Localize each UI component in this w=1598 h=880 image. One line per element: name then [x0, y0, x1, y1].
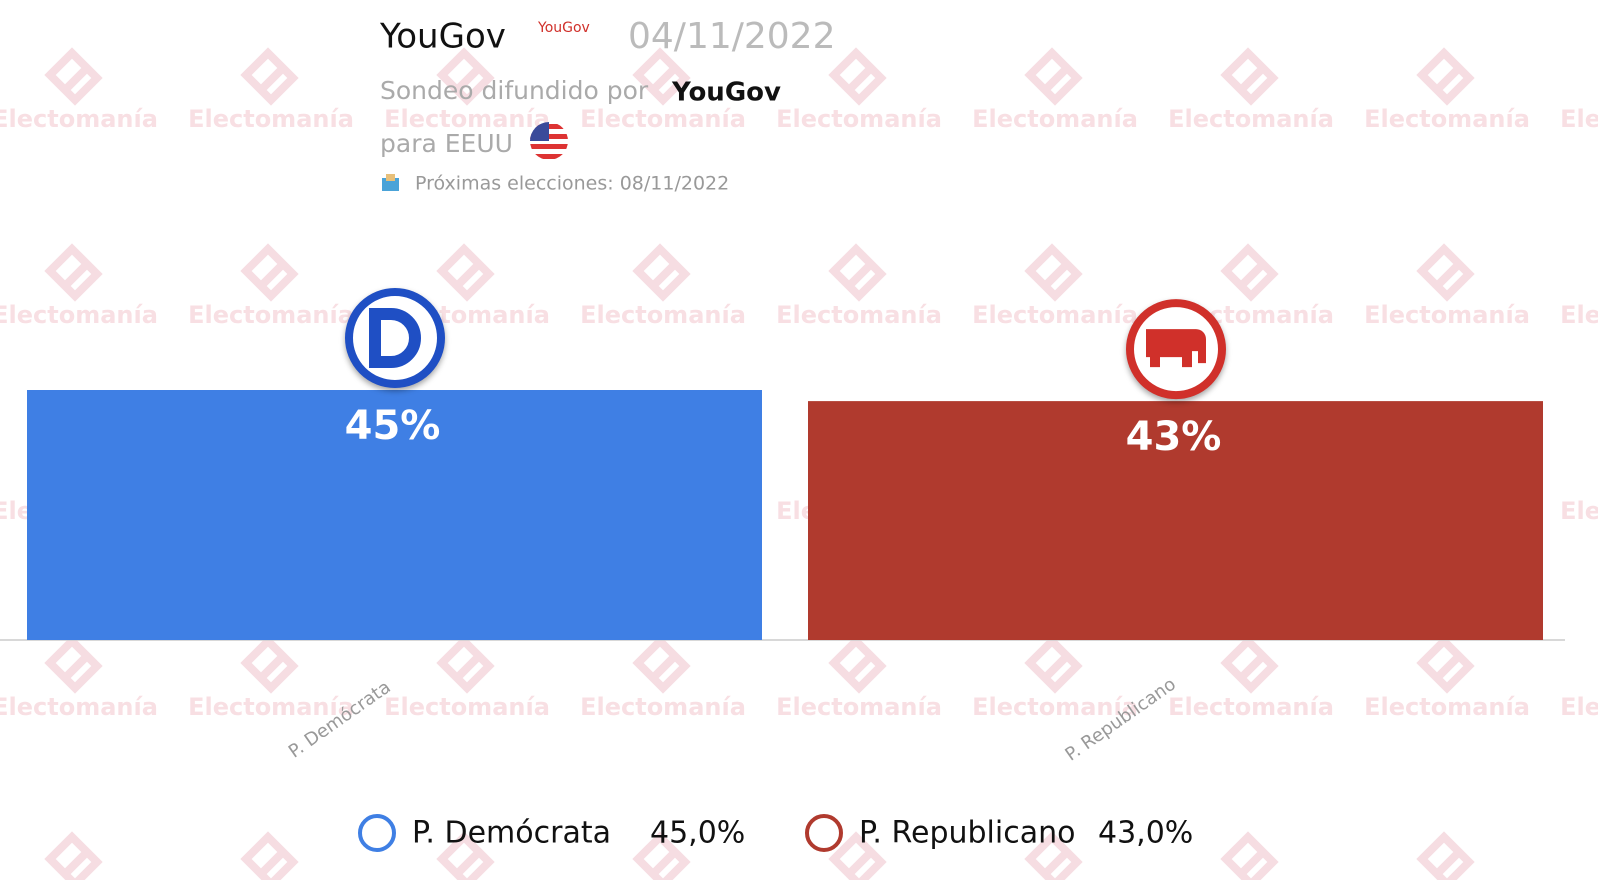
legend-value: 45,0% — [650, 816, 745, 851]
watermark-icon — [632, 635, 691, 694]
watermark-icon — [436, 47, 495, 106]
watermark-icon — [1024, 243, 1083, 302]
watermark-icon — [1024, 47, 1083, 106]
next-election: Próximas elecciones: 08/11/2022 — [415, 173, 729, 195]
party-icon-glyph — [1146, 329, 1206, 368]
watermark-icon — [1416, 243, 1475, 302]
watermark-icon — [240, 831, 299, 880]
watermark-text: Electomanía — [0, 301, 158, 329]
watermark-icon — [240, 635, 299, 694]
watermark-icon — [828, 635, 887, 694]
watermark-icon — [1416, 831, 1475, 880]
watermark-icon — [1220, 243, 1279, 302]
watermark-text: Electomanía — [1560, 105, 1598, 133]
legend-label: P. Republicano — [859, 816, 1075, 851]
pollster: YouGov — [671, 78, 781, 108]
flag-icon — [530, 122, 568, 160]
watermark-text: Electomanía — [1168, 105, 1334, 133]
watermark-icon — [1024, 831, 1083, 880]
watermark-icon — [828, 243, 887, 302]
watermark-text: Electomanía — [0, 693, 158, 721]
watermark-text: Electomanía — [1560, 497, 1598, 525]
watermark-text: Electomanía — [384, 693, 550, 721]
watermark-icon — [828, 47, 887, 106]
watermark-icon — [632, 47, 691, 106]
watermark-icon — [240, 47, 299, 106]
watermark-text: Electomanía — [972, 301, 1138, 329]
legend-value: 43,0% — [1098, 816, 1193, 851]
watermark-text: Electomanía — [580, 301, 746, 329]
legend-icon — [358, 814, 396, 852]
watermark-text: Electomanía — [1560, 693, 1598, 721]
watermark-icon — [436, 831, 495, 880]
watermark-icon — [44, 635, 103, 694]
watermark-icon — [1024, 635, 1083, 694]
ballot-icon — [382, 174, 399, 191]
watermark-icon — [44, 47, 103, 106]
watermark-icon — [436, 243, 495, 302]
region: para EEUU — [380, 129, 513, 158]
watermark-icon — [44, 831, 103, 880]
date: 04/11/2022 — [628, 16, 836, 57]
watermark-text: Electomanía — [1364, 693, 1530, 721]
watermark-text: Electomanía — [188, 301, 354, 329]
watermark-icon — [1416, 47, 1475, 106]
watermark-icon — [828, 831, 887, 880]
subtitle: Sondeo difundido por — [380, 76, 649, 105]
watermark-text: Electomanía — [972, 693, 1138, 721]
watermark-text: Electomanía — [776, 301, 942, 329]
watermark-text: Electomanía — [580, 693, 746, 721]
watermark-icon — [1220, 47, 1279, 106]
chart-title: YouGov — [379, 17, 506, 57]
watermark-text: Electomanía — [1364, 301, 1530, 329]
watermark-text: Electomanía — [1364, 105, 1530, 133]
watermark-icon — [44, 243, 103, 302]
watermark-text: Electomanía — [776, 105, 942, 133]
bar — [27, 390, 762, 640]
bar — [808, 401, 1543, 640]
watermark-icon — [1220, 831, 1279, 880]
watermark-text: Electomanía — [188, 105, 354, 133]
watermark-text: Electomanía — [1560, 301, 1598, 329]
watermark-text: Electomanía — [580, 105, 746, 133]
watermark-text: Electomanía — [1168, 693, 1334, 721]
watermark-icon — [1416, 635, 1475, 694]
legend-icon — [805, 814, 843, 852]
legend-label: P. Demócrata — [412, 816, 611, 851]
watermark-text: Electomanía — [776, 693, 942, 721]
watermark-icon — [632, 243, 691, 302]
party-icon — [345, 288, 445, 388]
watermark-icon — [436, 635, 495, 694]
watermark-text: Electomanía — [0, 105, 158, 133]
value-label: 43% — [1126, 414, 1222, 460]
watermark-icon — [632, 831, 691, 880]
watermark-text: Electomanía — [384, 105, 550, 133]
watermark-text: Electomanía — [972, 105, 1138, 133]
watermark-icon — [1220, 635, 1279, 694]
watermark-text: Electomanía — [188, 693, 354, 721]
logo-text: YouGov — [537, 20, 590, 36]
watermark-icon — [240, 243, 299, 302]
value-label: 45% — [345, 403, 441, 449]
party-icon-glyph — [369, 308, 421, 368]
